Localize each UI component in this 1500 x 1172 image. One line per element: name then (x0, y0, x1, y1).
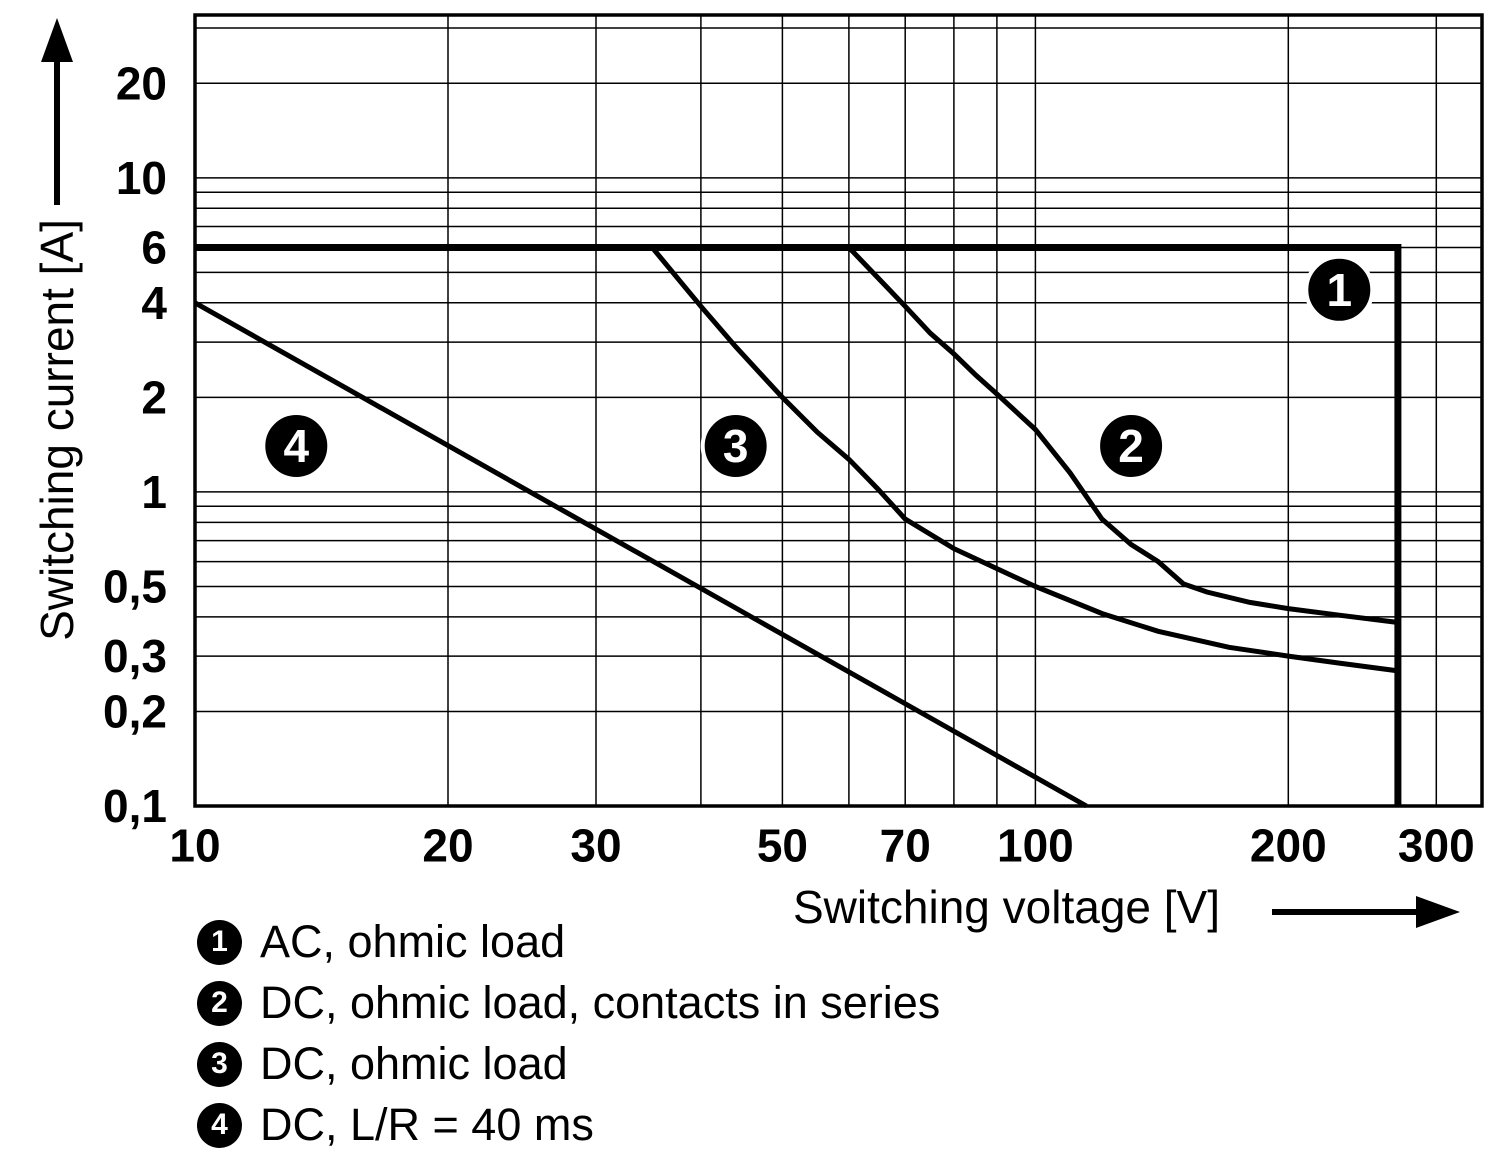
x-tick-label: 300 (1398, 820, 1475, 872)
curve-marker-1-number: 1 (1327, 264, 1353, 316)
y-tick-label: 10 (116, 152, 167, 204)
curve-marker-2-icon (1096, 411, 1167, 481)
legend-label-3: DC, ohmic load (260, 1038, 568, 1089)
y-tick-label: 1 (141, 466, 167, 518)
legend-item-1: 1 AC, ohmic load (197, 916, 940, 968)
legend-label-1: AC, ohmic load (260, 916, 566, 967)
legend: 1 AC, ohmic load 2 DC, ohmic load, conta… (197, 916, 940, 1151)
legend-label-2: DC, ohmic load, contacts in series (260, 977, 941, 1028)
curve-marker-4-icon (261, 411, 332, 481)
y-tick-label: 20 (116, 57, 167, 109)
legend-marker-2-icon: 2 (197, 980, 242, 1026)
y-axis-arrow-icon (41, 18, 73, 62)
y-tick-label: 0,2 (103, 686, 167, 738)
curve-marker-1-icon (1304, 254, 1375, 325)
curve-marker-2-number: 2 (1118, 420, 1144, 472)
y-axis-title: Switching current [A] (31, 219, 83, 641)
legend-item-4: 4 DC, L/R = 40 ms (197, 1099, 940, 1151)
x-axis-title: Switching voltage [V] (793, 881, 1221, 933)
x-tick-label: 200 (1250, 820, 1327, 872)
x-tick-label: 100 (997, 820, 1074, 872)
y-tick-label: 0,1 (103, 780, 167, 832)
y-tick-label: 6 (141, 222, 167, 274)
legend-marker-3-icon: 3 (197, 1041, 242, 1087)
curve-2 (847, 245, 1396, 625)
curve-1 (195, 244, 1402, 806)
curve-marker-3-number: 3 (723, 420, 749, 472)
y-tick-label: 2 (141, 371, 167, 423)
legend-marker-4-icon: 4 (197, 1102, 242, 1148)
curve-4 (193, 300, 1088, 809)
legend-label-4: DC, L/R = 40 ms (260, 1099, 594, 1150)
curve-3 (650, 245, 1396, 673)
plot-border (193, 13, 1484, 808)
x-tick-label: 20 (422, 820, 473, 872)
legend-marker-1-icon: 1 (197, 919, 242, 965)
legend-item-3: 3 DC, ohmic load (197, 1038, 940, 1090)
x-tick-label: 50 (757, 820, 808, 872)
y-tick-label: 0,5 (103, 561, 167, 613)
y-tick-label: 4 (141, 277, 167, 329)
y-tick-label: 0,3 (103, 630, 167, 682)
legend-item-2: 2 DC, ohmic load, contacts in series (197, 977, 940, 1029)
x-tick-label: 30 (570, 820, 621, 872)
x-tick-label: 70 (880, 820, 931, 872)
x-axis-arrow-icon (1416, 896, 1460, 928)
curve-marker-4-number: 4 (284, 420, 310, 472)
curve-marker-3-icon (700, 411, 771, 481)
x-tick-label: 10 (169, 820, 220, 872)
